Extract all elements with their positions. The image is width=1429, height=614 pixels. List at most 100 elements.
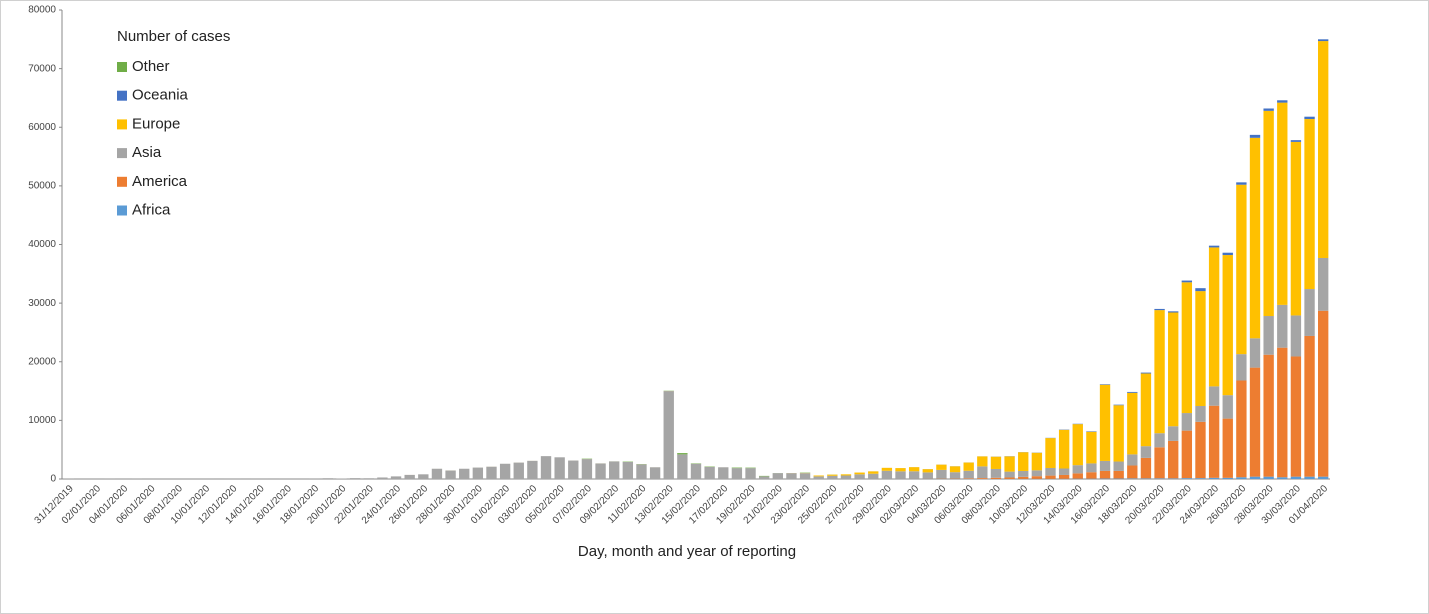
bar-segment	[377, 477, 388, 479]
bar-segment	[949, 466, 961, 473]
bar-segment	[895, 468, 906, 472]
bar-segment	[963, 462, 974, 471]
bar-segment	[554, 457, 565, 479]
bar-segment	[1236, 477, 1247, 479]
bar-segment	[527, 460, 538, 479]
bar-segment	[1195, 421, 1206, 479]
bar-segment	[731, 468, 743, 479]
bar-segment	[1058, 429, 1070, 469]
bar-segment	[663, 391, 674, 479]
bar-segment	[1277, 102, 1288, 305]
bar-segment	[1290, 140, 1302, 142]
bar-segment	[1290, 315, 1302, 357]
x-axis-label: Day, month and year of reporting	[578, 543, 796, 560]
bar-segment	[1140, 457, 1152, 479]
bar-segment	[1127, 465, 1138, 479]
legend-label: Asia	[132, 144, 162, 161]
legend-swatch	[117, 148, 127, 159]
bar-segment	[1277, 100, 1288, 103]
bar-segment	[840, 474, 852, 476]
bar-segment	[1222, 255, 1233, 396]
bar-segment	[390, 476, 402, 479]
bar-segment	[1127, 392, 1138, 455]
bar-segment	[922, 469, 933, 473]
bar-segment	[1263, 108, 1274, 111]
bar-segment	[1113, 470, 1124, 479]
bar-segment	[990, 456, 1002, 469]
y-tick-label: 30000	[28, 298, 56, 309]
bar-segment	[908, 467, 920, 472]
bar-segment	[745, 468, 756, 479]
bar-segment	[745, 467, 756, 469]
bar-segment	[1140, 446, 1152, 458]
bar-segment	[1222, 477, 1233, 479]
bar-segment	[731, 467, 743, 469]
bar-segment	[854, 474, 865, 479]
bar-segment	[1140, 373, 1152, 447]
legend-label: Europe	[132, 115, 180, 132]
bar-segment	[568, 460, 579, 479]
legend-swatch	[117, 176, 127, 187]
y-tick-label: 50000	[28, 181, 56, 192]
bar-segment	[1072, 465, 1083, 474]
bar-segment	[1181, 478, 1193, 479]
bar-segment	[459, 468, 470, 479]
bar-segment	[1290, 141, 1302, 316]
bar-segment	[1127, 454, 1138, 466]
bar-segment	[677, 453, 688, 455]
bar-segment	[1154, 310, 1165, 434]
bar-segment	[1195, 406, 1206, 422]
bar-segment	[1113, 461, 1124, 471]
bar-segment	[1263, 354, 1274, 477]
bar-segment	[908, 471, 920, 479]
bar-segment	[1004, 477, 1015, 479]
bar-segment	[977, 478, 988, 479]
bar-segment	[1304, 116, 1315, 120]
bar-segment	[772, 473, 783, 479]
bar-segment	[799, 473, 811, 479]
bar-segment	[1222, 252, 1233, 256]
bar-segment	[1045, 475, 1056, 479]
bar-segment	[1099, 384, 1111, 461]
bar-segment	[649, 467, 661, 479]
bar-segment	[1236, 182, 1247, 185]
bar-segment	[1263, 476, 1274, 479]
bar-segment	[1236, 380, 1247, 478]
bar-segment	[1208, 247, 1220, 387]
bar-segment	[1140, 372, 1152, 374]
bar-segment	[1168, 312, 1179, 427]
bar-segment	[758, 476, 770, 479]
bar-segment	[1208, 405, 1220, 478]
bar-segment	[1168, 440, 1179, 479]
legend-label: Africa	[132, 201, 171, 218]
bar-segment	[854, 472, 865, 475]
bar-segment	[1127, 478, 1138, 479]
bar-segment	[472, 467, 484, 479]
bar-segment	[1236, 354, 1247, 381]
bar-segment	[1208, 386, 1220, 406]
bar-segment	[636, 464, 647, 479]
bar-segment	[1181, 430, 1193, 479]
y-tick-label: 20000	[28, 356, 56, 367]
y-tick-label: 10000	[28, 415, 56, 426]
bar-segment	[1018, 470, 1029, 477]
bar-segment	[1154, 447, 1165, 479]
y-tick-label: 70000	[28, 63, 56, 74]
legend-label: Oceania	[132, 87, 189, 104]
bar-segment	[718, 467, 729, 479]
legend-swatch	[117, 119, 127, 130]
bar-segment	[1195, 291, 1206, 407]
bar-segment	[1099, 470, 1111, 479]
bar-segment	[922, 472, 933, 479]
bar-segment	[977, 466, 988, 479]
bar-segment	[622, 461, 634, 479]
bar-segment	[1031, 470, 1043, 477]
bar-segment	[595, 463, 606, 479]
bar-segment	[1127, 391, 1138, 393]
bar-segment	[1304, 119, 1315, 290]
bar-segment	[1222, 395, 1233, 419]
bar-segment	[1277, 477, 1288, 479]
bar-segment	[1249, 338, 1261, 368]
bar-segment	[786, 473, 797, 479]
